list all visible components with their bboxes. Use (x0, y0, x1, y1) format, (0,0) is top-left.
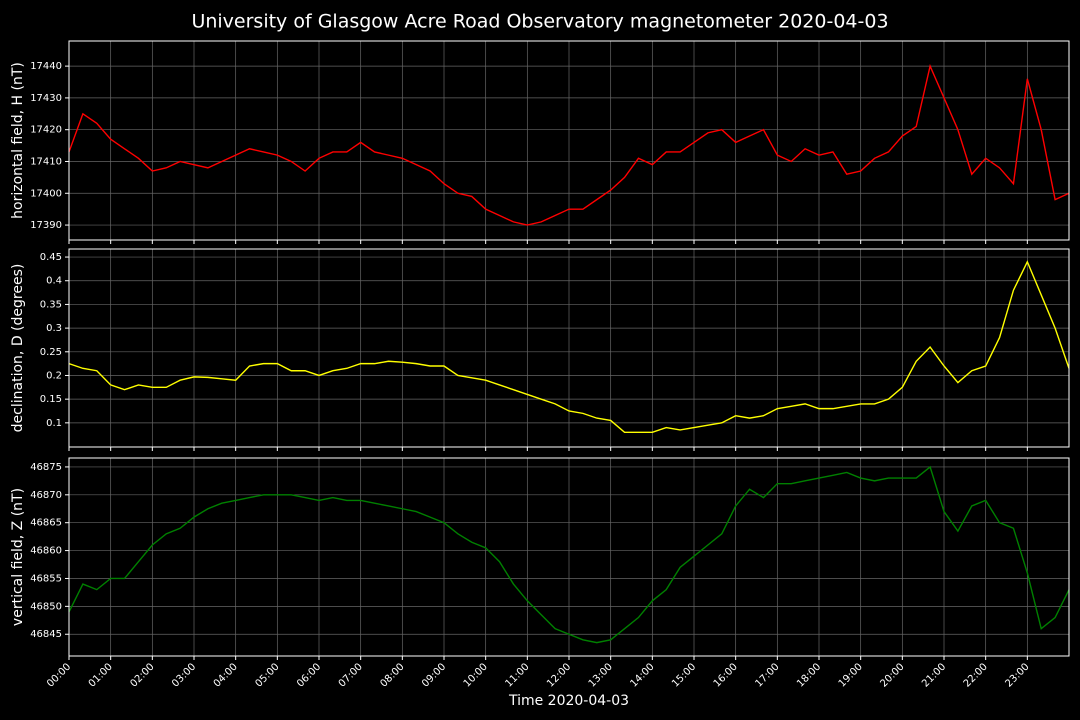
x-tick-label: 08:00 (378, 661, 406, 689)
x-tick-label: 10:00 (462, 661, 490, 689)
y-tick-label: 0.1 (46, 418, 62, 429)
x-tick-label: 16:00 (712, 661, 740, 689)
x-tick-label: 05:00 (253, 661, 281, 689)
y-tick-label: 0.4 (46, 276, 62, 287)
x-tick-label: 20:00 (878, 661, 906, 689)
x-tick-label: 00:00 (45, 661, 73, 689)
x-tick-label: 12:00 (545, 661, 573, 689)
y-tick-label: 0.15 (40, 394, 62, 405)
y-tick-label: 46850 (30, 601, 62, 612)
x-tick-label: 13:00 (587, 661, 615, 689)
y-tick-label: 46875 (30, 462, 62, 473)
x-tick-label: 21:00 (920, 661, 948, 689)
x-tick-label: 02:00 (128, 661, 156, 689)
y-tick-label: 17420 (30, 125, 62, 136)
x-tick-label: 18:00 (795, 661, 823, 689)
y-tick-label: 17430 (30, 93, 62, 104)
x-tick-label: 09:00 (420, 661, 448, 689)
x-tick-label: 06:00 (295, 661, 323, 689)
y-tick-label: 17410 (30, 156, 62, 167)
data-line (68, 260, 1070, 434)
y-tick-label: 17440 (30, 61, 62, 72)
axes-frame (68, 40, 1070, 241)
x-tick-label: 15:00 (670, 661, 698, 689)
y-tick-label: 0.3 (46, 323, 62, 334)
y-tick-label: 46870 (30, 490, 62, 501)
figure-title: University of Glasgow Acre Road Observat… (191, 11, 888, 33)
data-line (68, 465, 1070, 644)
x-tick-label: 03:00 (170, 661, 198, 689)
x-tick-label: 19:00 (837, 661, 865, 689)
data-line (68, 63, 1070, 226)
y-tick-label: 46860 (30, 546, 62, 557)
y-axis-label: declination, D (degrees) (10, 264, 26, 433)
y-tick-label: 0.2 (46, 370, 62, 381)
y-tick-label: 0.35 (40, 299, 62, 310)
x-tick-label: 17:00 (753, 661, 781, 689)
y-tick-label: 46865 (30, 518, 62, 529)
x-tick-label: 14:00 (628, 661, 656, 689)
x-tick-label: 22:00 (962, 661, 990, 689)
x-axis-label: Time 2020-04-03 (508, 693, 629, 709)
axes-frame (68, 457, 1070, 657)
axes-frame (68, 248, 1070, 448)
y-tick-label: 17390 (30, 220, 62, 231)
x-tick-label: 11:00 (503, 661, 531, 689)
x-tick-label: 01:00 (87, 661, 115, 689)
y-axis-label: horizontal field, H (nT) (10, 62, 26, 219)
y-tick-label: 0.45 (40, 252, 62, 263)
x-tick-label: 23:00 (1003, 661, 1031, 689)
x-tick-label: 04:00 (212, 661, 240, 689)
y-tick-label: 0.25 (40, 347, 62, 358)
x-tick-label: 07:00 (337, 661, 365, 689)
y-tick-label: 46845 (30, 629, 62, 640)
y-axis-label: vertical field, Z (nT) (10, 488, 26, 626)
y-tick-label: 46855 (30, 573, 62, 584)
y-tick-label: 17400 (30, 188, 62, 199)
